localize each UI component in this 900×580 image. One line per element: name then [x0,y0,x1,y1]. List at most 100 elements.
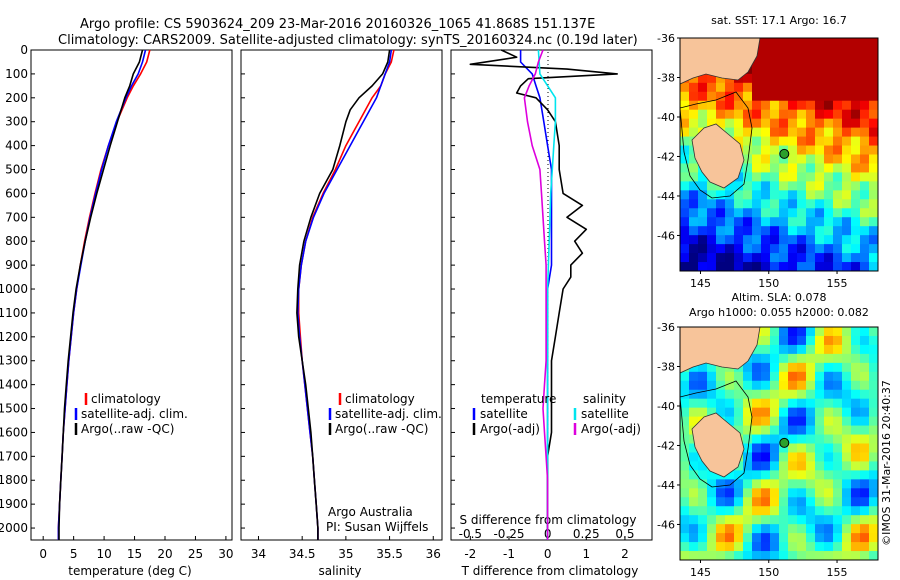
heatmap-cell [815,515,825,525]
heatmap-cell [761,244,771,254]
heatmap-cell [761,145,771,156]
heatmap-cell [842,181,852,191]
heatmap-cell [869,181,878,191]
heatmap-cell [779,82,789,93]
heatmap-cell [689,416,699,427]
heatmap-cell [680,235,690,245]
heatmap-cell [869,353,878,364]
heatmap-cell [806,479,816,489]
heatmap-cell [815,82,825,93]
salinity-series [296,49,395,540]
heatmap-cell [752,371,762,382]
heatmap-cell [716,362,726,373]
heatmap-cell [689,127,699,138]
heatmap-cell [851,434,861,445]
heatmap-cell [797,389,807,400]
credit-org: Argo Australia [328,505,413,519]
heatmap-cell [815,389,825,400]
lat-tick-label: -38 [657,360,675,373]
heatmap-cell [806,551,816,560]
heatmap-cell [860,524,870,534]
heatmap-cell [842,100,852,111]
heatmap-cell [842,244,852,254]
heatmap-cell [860,389,870,400]
heatmap-cell [815,425,825,436]
heatmap-cell [824,73,834,84]
heatmap-cell [770,172,780,182]
sst-map-lon-axis: 145 150 155 [690,271,848,290]
heatmap-cell [689,190,699,200]
heatmap-cell [698,109,708,120]
heatmap-cell [680,443,690,454]
series-line-satellite-adj-clim- [57,49,147,540]
x-tick-label: 2 [621,547,629,561]
heatmap-cell [851,353,861,364]
lon-tick-label: 145 [690,566,711,579]
heatmap-cell [752,542,762,552]
heatmap-cell [824,470,834,480]
heatmap-cell [770,452,780,463]
heatmap-cell [698,533,708,543]
heatmap-cell [680,244,690,254]
heatmap-cell [833,506,843,516]
heatmap-cell [707,244,717,254]
lat-tick-label: -46 [657,229,675,242]
heatmap-cell [797,172,807,182]
heatmap-cell [824,524,834,534]
heatmap-cell [869,235,878,245]
heatmap-cell [860,488,870,498]
heatmap-cell [815,533,825,543]
heatmap-cell [815,371,825,382]
heatmap-cell [869,253,878,263]
heatmap-cell [788,262,798,271]
heatmap-cell [752,226,762,236]
heatmap-cell [698,479,708,489]
heatmap-cell [824,425,834,436]
heatmap-cell [860,407,870,418]
heatmap-cell [770,154,780,165]
heatmap-cell [815,398,825,409]
heatmap-cell [770,470,780,480]
heatmap-cell [752,398,762,409]
heatmap-cell [842,461,852,471]
heatmap-cell [707,497,717,507]
heatmap-cell [743,100,753,111]
heatmap-cell [824,389,834,400]
heatmap-cell [770,100,780,111]
heatmap-cell [806,100,816,111]
heatmap-cell [725,497,735,507]
heatmap-cell [851,461,861,471]
heatmap-cell [815,199,825,209]
heatmap-cell [797,425,807,436]
heatmap-cell [734,217,744,227]
heatmap-cell [680,542,690,552]
heatmap-cell [707,235,717,245]
heatmap-cell [806,82,816,93]
heatmap-cell [833,154,843,165]
heatmap-cell [779,344,789,355]
heatmap-cell [779,425,789,436]
heatmap-cell [707,199,717,209]
heatmap-cell [788,73,798,84]
heatmap-cell [680,461,690,471]
heatmap-cell [680,380,690,391]
heatmap-cell [734,190,744,200]
heatmap-cell [869,327,878,337]
heatmap-cell [788,524,798,534]
heatmap-cell [851,479,861,489]
heatmap-cell [815,145,825,156]
heatmap-cell [743,82,753,93]
heatmap-cell [770,353,780,364]
heatmap-cell [860,226,870,236]
mainland-australia [680,327,761,374]
heatmap-cell [716,371,726,382]
heatmap-cell [860,362,870,373]
heatmap-cell [725,181,735,191]
heatmap-cell [707,217,717,227]
heatmap-cell [680,172,690,182]
heatmap-cell [689,488,699,498]
heatmap-cell [851,533,861,543]
heatmap-cell [779,163,789,174]
heatmap-cell [707,371,717,382]
heatmap-cell [680,262,690,271]
